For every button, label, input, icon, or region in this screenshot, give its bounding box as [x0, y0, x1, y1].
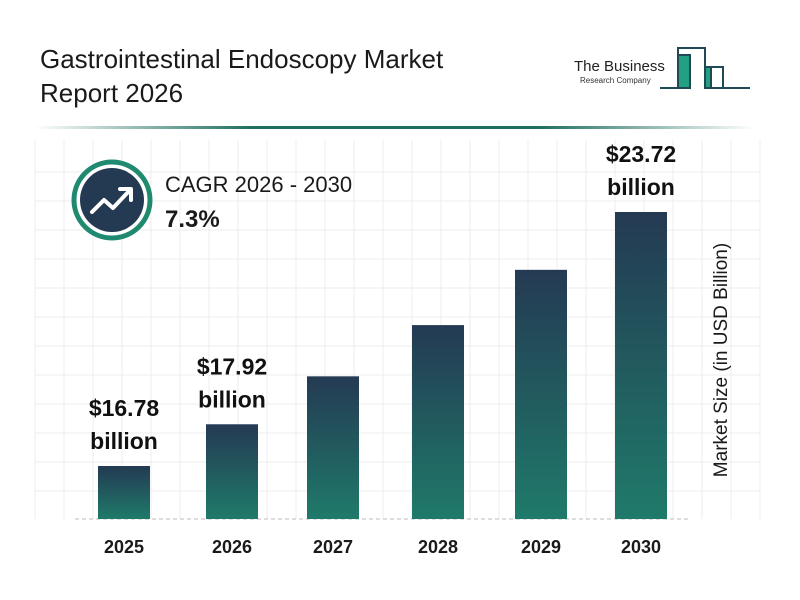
x-tick-label: 2026: [212, 537, 252, 557]
data-label: $23.72: [606, 141, 676, 167]
title-line-1: Gastrointestinal Endoscopy Market: [40, 44, 444, 74]
divider: [35, 126, 755, 129]
logo-subtext: Research Company: [580, 76, 651, 85]
page-title: Gastrointestinal Endoscopy Market Report…: [40, 42, 540, 110]
company-logo: The Business Research Company: [560, 30, 760, 100]
bar-2027: [307, 376, 359, 519]
data-label-unit: billion: [90, 428, 158, 454]
x-tick-label: 2027: [313, 537, 353, 557]
x-tick-label: 2029: [521, 537, 561, 557]
bar-2025: [98, 466, 150, 519]
bar-2026: [206, 424, 258, 519]
y-axis-label: Market Size (in USD Billion): [711, 242, 732, 478]
x-tick-label: 2028: [418, 537, 458, 557]
data-label: $17.92: [197, 353, 267, 379]
trending-up-icon: [90, 188, 132, 214]
x-tick-label: 2030: [621, 537, 661, 557]
title-line-2: Report 2026: [40, 78, 184, 108]
data-label: $16.78: [89, 395, 160, 421]
logo-text: The Business: [574, 58, 665, 75]
data-label-unit: billion: [607, 174, 675, 200]
x-tick-label: 2025: [104, 537, 144, 557]
cagr-label: CAGR 2026 - 2030: [165, 172, 353, 197]
bar-2028: [412, 325, 464, 519]
cagr-badge: [71, 159, 153, 241]
logo-buildings-icon: [660, 47, 750, 89]
cagr-value: 7.3%: [165, 206, 220, 233]
bar-2030: [615, 212, 667, 519]
data-label-unit: billion: [198, 386, 266, 412]
bar-2029: [515, 269, 567, 519]
